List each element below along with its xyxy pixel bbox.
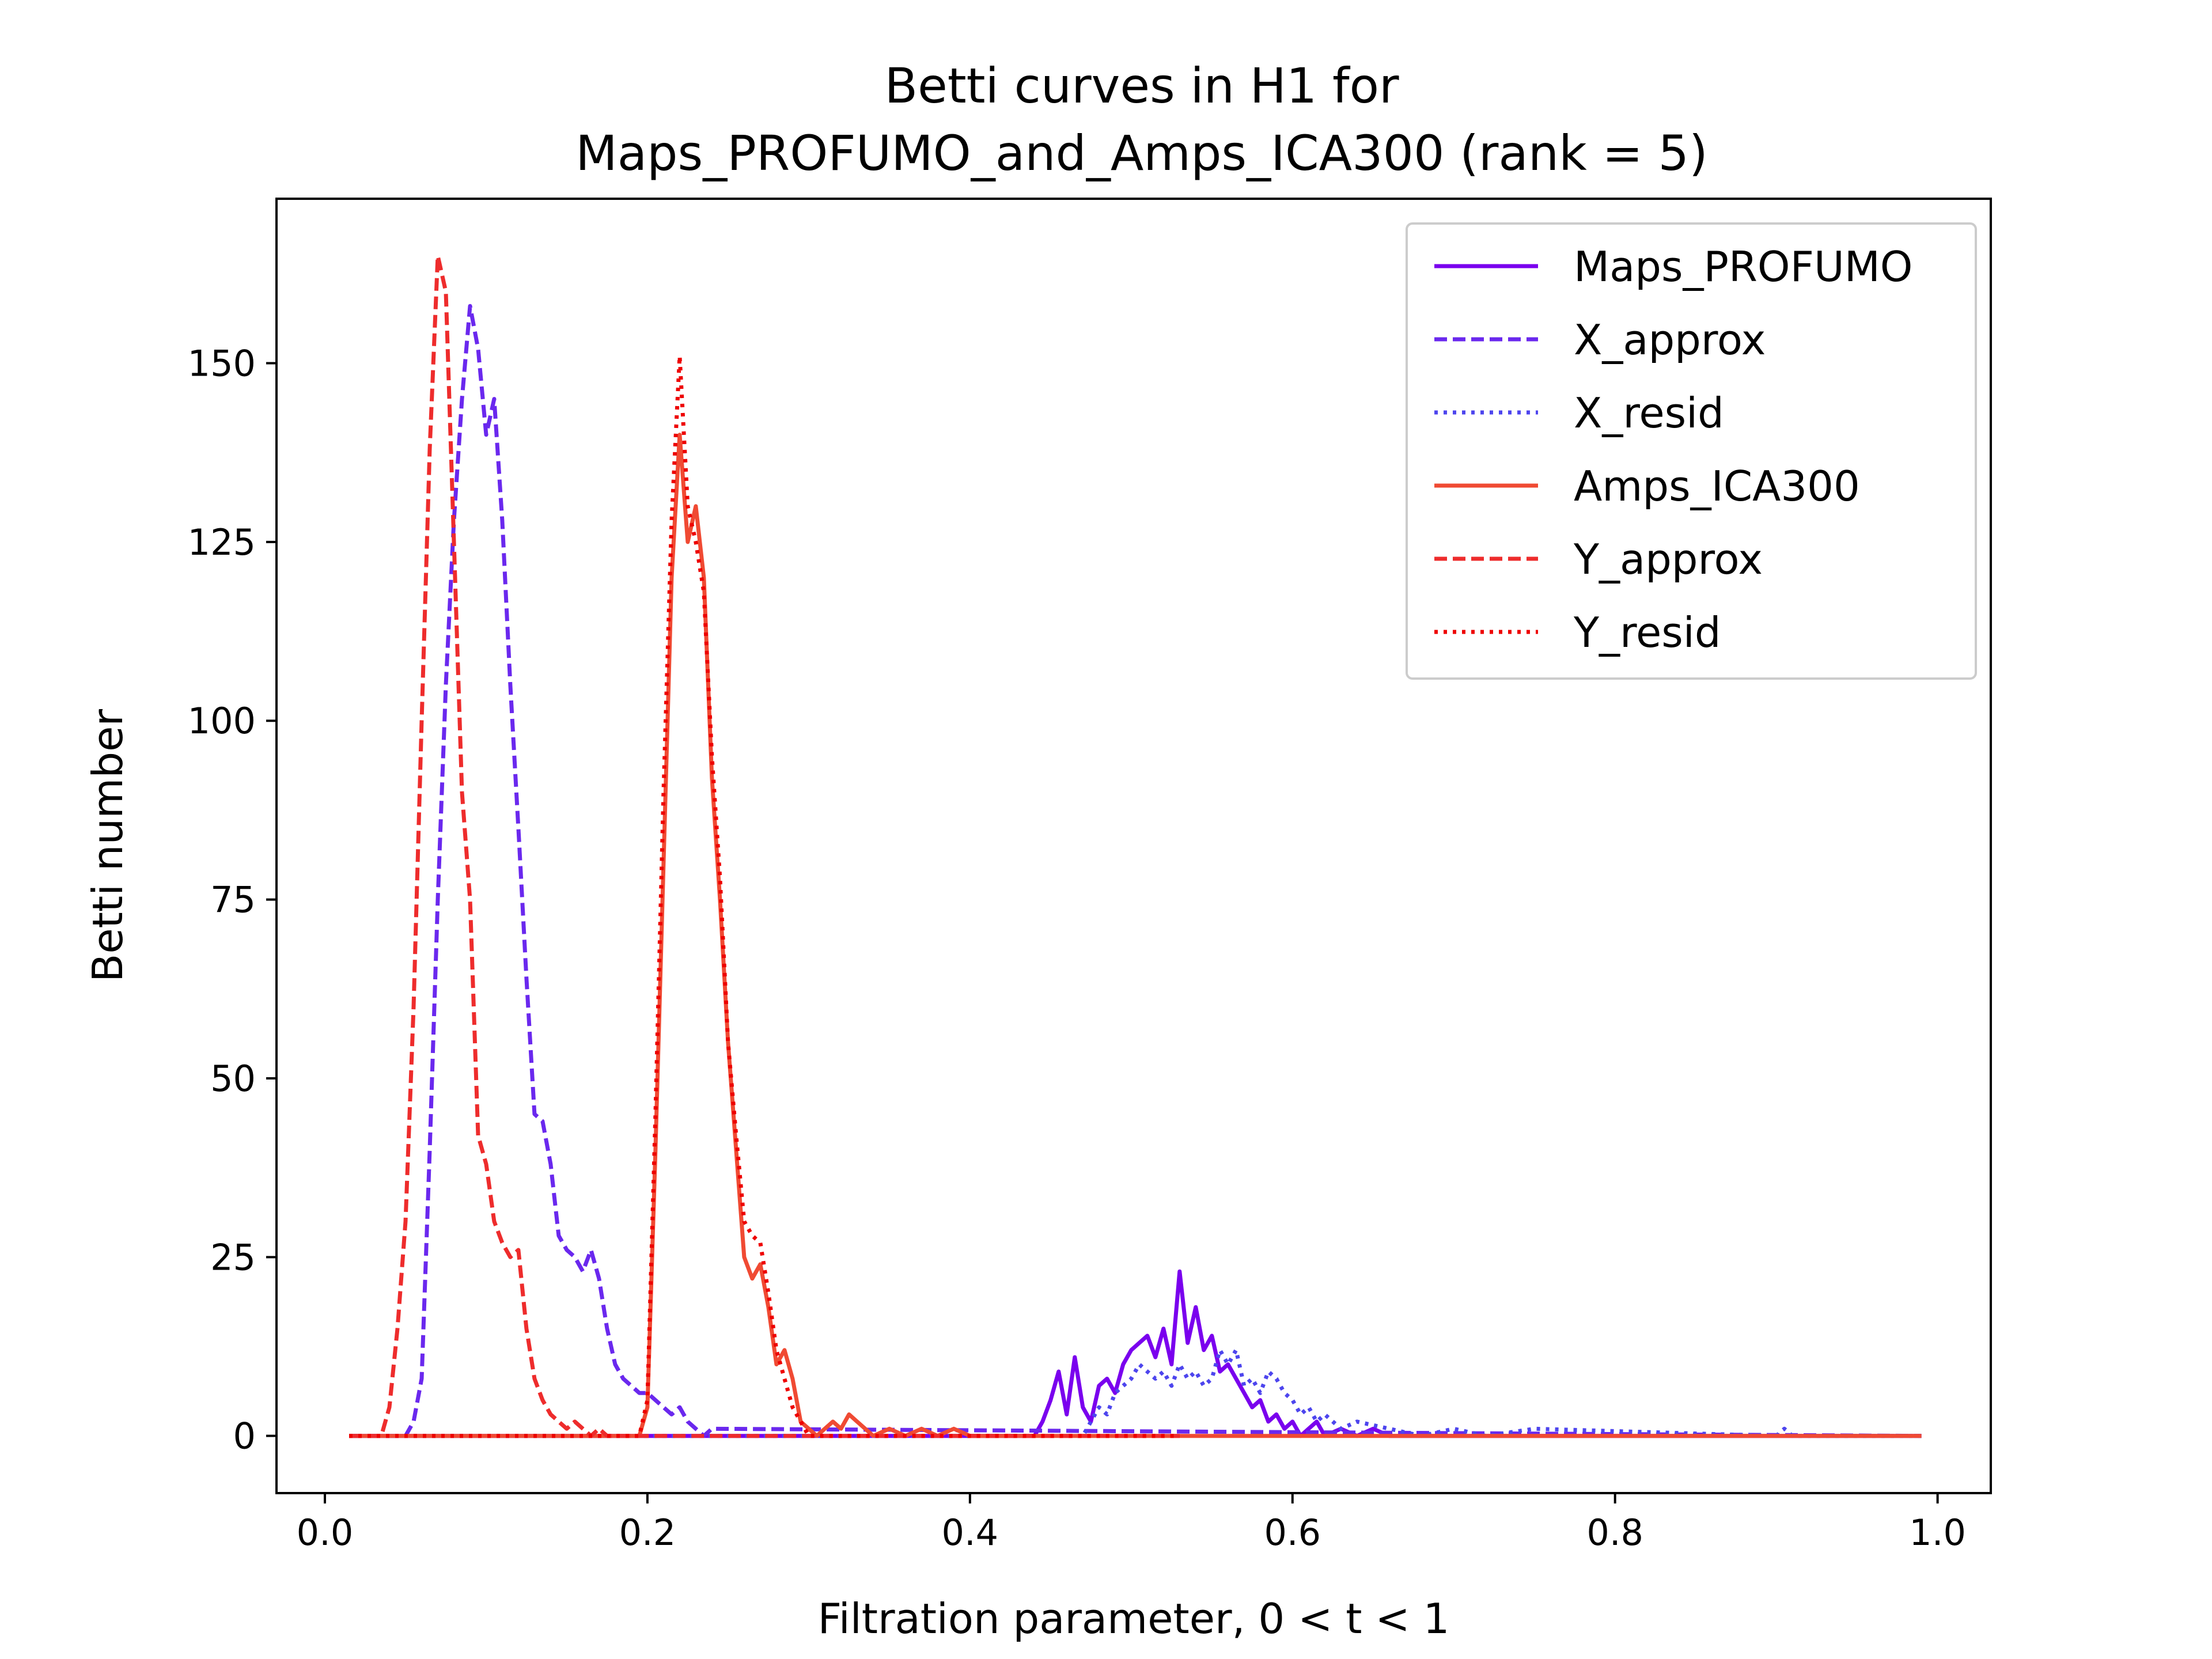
x-tick-label-1: 0.2	[619, 1512, 676, 1554]
x-tick-label-5: 1.0	[1909, 1512, 1966, 1554]
series-line-0	[349, 1269, 1922, 1438]
y-axis-label: Betti number	[84, 709, 132, 982]
y-tick-label-3: 75	[210, 879, 256, 921]
legend: Maps_PROFUMO X_approx X_resid Amps_ICA300 Y_…	[1406, 222, 1977, 680]
y-tick-label-0: 0	[233, 1415, 256, 1457]
x-axis: 0.0 0.2 0.4 0.6 0.8 1.0	[297, 1493, 1966, 1554]
plot-lines	[349, 253, 1922, 1438]
series-line-1	[349, 304, 1922, 1438]
legend-label-2: X_resid	[1574, 389, 1724, 437]
x-tick-label-2: 0.4	[942, 1512, 999, 1554]
legend-label-0: Maps_PROFUMO	[1574, 243, 1912, 291]
x-axis-label: Filtration parameter, 0 < t < 1	[818, 1594, 1450, 1643]
legend-label-5: Y_resid	[1573, 608, 1721, 657]
y-tick-label-6: 150	[188, 343, 256, 385]
y-tick-label-5: 125	[188, 521, 256, 563]
y-tick-label-2: 50	[210, 1058, 256, 1100]
x-tick-label-3: 0.6	[1264, 1512, 1321, 1554]
series-line-3	[349, 433, 1922, 1438]
chart-title: Betti curves in H1 for	[884, 58, 1399, 114]
legend-label-4: Y_approx	[1573, 535, 1763, 584]
y-tick-label-4: 100	[188, 700, 256, 742]
y-tick-label-1: 25	[210, 1236, 256, 1278]
x-tick-label-4: 0.8	[1586, 1512, 1643, 1554]
legend-box	[1406, 222, 1977, 680]
series-line-4	[349, 253, 1180, 1438]
legend-label-1: X_approx	[1574, 316, 1766, 364]
legend-label-3: Amps_ICA300	[1574, 462, 1860, 510]
legend-items: Maps_PROFUMO X_approx X_resid Amps_ICA300 Y_…	[1434, 243, 1912, 657]
plot-frame	[275, 198, 1992, 1494]
x-tick-label-0: 0.0	[297, 1512, 354, 1554]
chart-subtitle: Maps_PROFUMO_and_Amps_ICA300 (rank = 5)	[575, 125, 1708, 181]
y-axis: 0 25 50 75 100 125 150	[188, 343, 276, 1457]
